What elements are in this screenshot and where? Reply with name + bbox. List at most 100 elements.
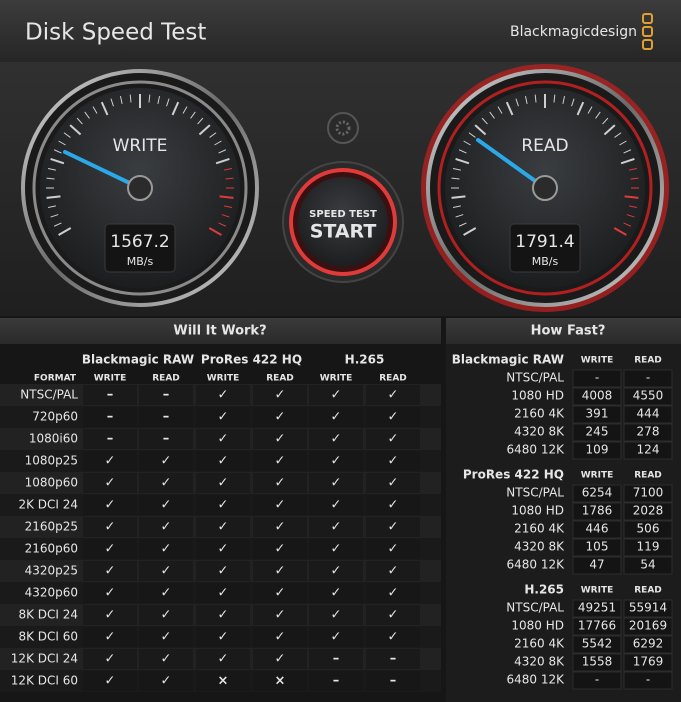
gauge-unit: MB/s — [127, 255, 154, 268]
resolution-label: 6480 12K — [507, 673, 566, 687]
cell-background — [83, 583, 137, 603]
speed-value: 55914 — [629, 601, 667, 615]
gauge-tick — [53, 222, 62, 227]
gauge-tick — [452, 167, 461, 171]
support-cell: – — [390, 674, 397, 689]
cell-background — [366, 517, 420, 537]
start-button[interactable]: SPEED TEST START — [282, 161, 404, 283]
cell-background — [196, 561, 250, 581]
resolution-label: 4320 8K — [514, 425, 565, 439]
gauge-tick — [69, 124, 82, 136]
cell-background — [309, 605, 363, 625]
cell-background — [309, 561, 363, 581]
gauge-readout-box — [509, 223, 581, 273]
gauge-tick — [463, 227, 477, 236]
gauge-tick — [630, 177, 639, 180]
cell-background — [83, 649, 137, 669]
gauge-tick — [562, 95, 566, 104]
cell-background — [366, 473, 420, 493]
gauge-tick — [197, 117, 204, 125]
value-cell — [572, 441, 622, 460]
speed-value: 446 — [586, 522, 609, 536]
cell-background — [196, 671, 250, 691]
support-cell: ✓ — [388, 520, 399, 535]
cell-background — [139, 627, 193, 647]
support-cell: ✓ — [388, 498, 399, 513]
resolution-label: 6480 12K — [507, 443, 566, 457]
support-cell: – — [163, 388, 170, 403]
support-cell: ✓ — [218, 432, 229, 447]
gauge-label: WRITE — [113, 136, 168, 156]
value-cell — [623, 599, 673, 618]
gauge-tick — [553, 94, 556, 103]
gauge-tick — [46, 177, 55, 180]
support-cell: ✓ — [275, 564, 286, 579]
cell-background — [139, 671, 193, 691]
column-header: READ — [379, 374, 407, 384]
gauge-tick — [451, 177, 460, 180]
cell-background — [253, 561, 307, 581]
gauge-tick — [171, 101, 180, 116]
support-cell: ✓ — [275, 542, 286, 557]
column-header: WRITE — [94, 374, 127, 384]
speed-value: 391 — [586, 407, 609, 421]
cell-background — [139, 605, 193, 625]
speed-value: 444 — [637, 407, 660, 421]
speed-value: 105 — [586, 540, 609, 554]
cell-background — [83, 561, 137, 581]
format-label: 1080i60 — [29, 432, 78, 446]
support-cell: ✓ — [275, 454, 286, 469]
cell-background — [139, 583, 193, 603]
value-cell — [623, 538, 673, 557]
speed-value: 2028 — [633, 504, 664, 518]
value-cell — [623, 520, 673, 539]
value-cell — [623, 441, 673, 460]
gauge-tick — [224, 167, 233, 171]
gauge-tick — [50, 158, 65, 165]
format-header: FORMAT — [34, 374, 77, 384]
support-cell: ✓ — [161, 520, 172, 535]
gauge-tick — [497, 106, 503, 114]
gauge-unit: MB/s — [532, 255, 559, 268]
speed-value: - — [646, 673, 650, 687]
gauge-ring — [32, 80, 248, 296]
support-cell: ✓ — [161, 542, 172, 557]
gauge-tick — [515, 98, 519, 107]
value-cell — [572, 520, 622, 539]
support-cell: ✓ — [105, 454, 116, 469]
speed-value: 124 — [637, 443, 660, 457]
panel-title: How Fast? — [531, 324, 606, 339]
support-cell: ✓ — [161, 498, 172, 513]
format-label: 12K DCI 60 — [11, 674, 78, 688]
gauge-tick — [53, 149, 62, 154]
value-cell — [572, 484, 622, 503]
support-cell: ✓ — [105, 476, 116, 491]
gauge-tick — [463, 140, 471, 146]
value-cell — [572, 671, 622, 690]
support-cell: ✓ — [218, 520, 229, 535]
speed-value: 49251 — [578, 601, 616, 615]
gauge-needle — [476, 138, 547, 190]
gauge-value: 1791.4 — [515, 232, 574, 252]
resolution-label: 2160 4K — [514, 407, 565, 421]
column-header: WRITE — [320, 374, 353, 384]
support-cell: × — [218, 674, 229, 689]
gauge-glow — [421, 64, 669, 312]
support-cell: ✓ — [218, 586, 229, 601]
gauge-tick — [58, 140, 66, 146]
value-cell — [572, 538, 622, 557]
gauge-tick — [623, 149, 632, 154]
support-cell: ✓ — [218, 410, 229, 425]
gauge: READ 1791.4 MB/s — [421, 64, 669, 312]
settings-button[interactable] — [327, 112, 359, 144]
support-cell: ✓ — [275, 410, 286, 425]
gauge-tick — [613, 227, 627, 236]
value-cell — [572, 423, 622, 442]
gauge-tick — [63, 132, 71, 138]
column-header: WRITE — [581, 471, 614, 481]
cell-background — [139, 561, 193, 581]
section-header: H.265 — [524, 583, 564, 597]
support-cell: ✓ — [388, 608, 399, 623]
support-cell: ✓ — [105, 652, 116, 667]
